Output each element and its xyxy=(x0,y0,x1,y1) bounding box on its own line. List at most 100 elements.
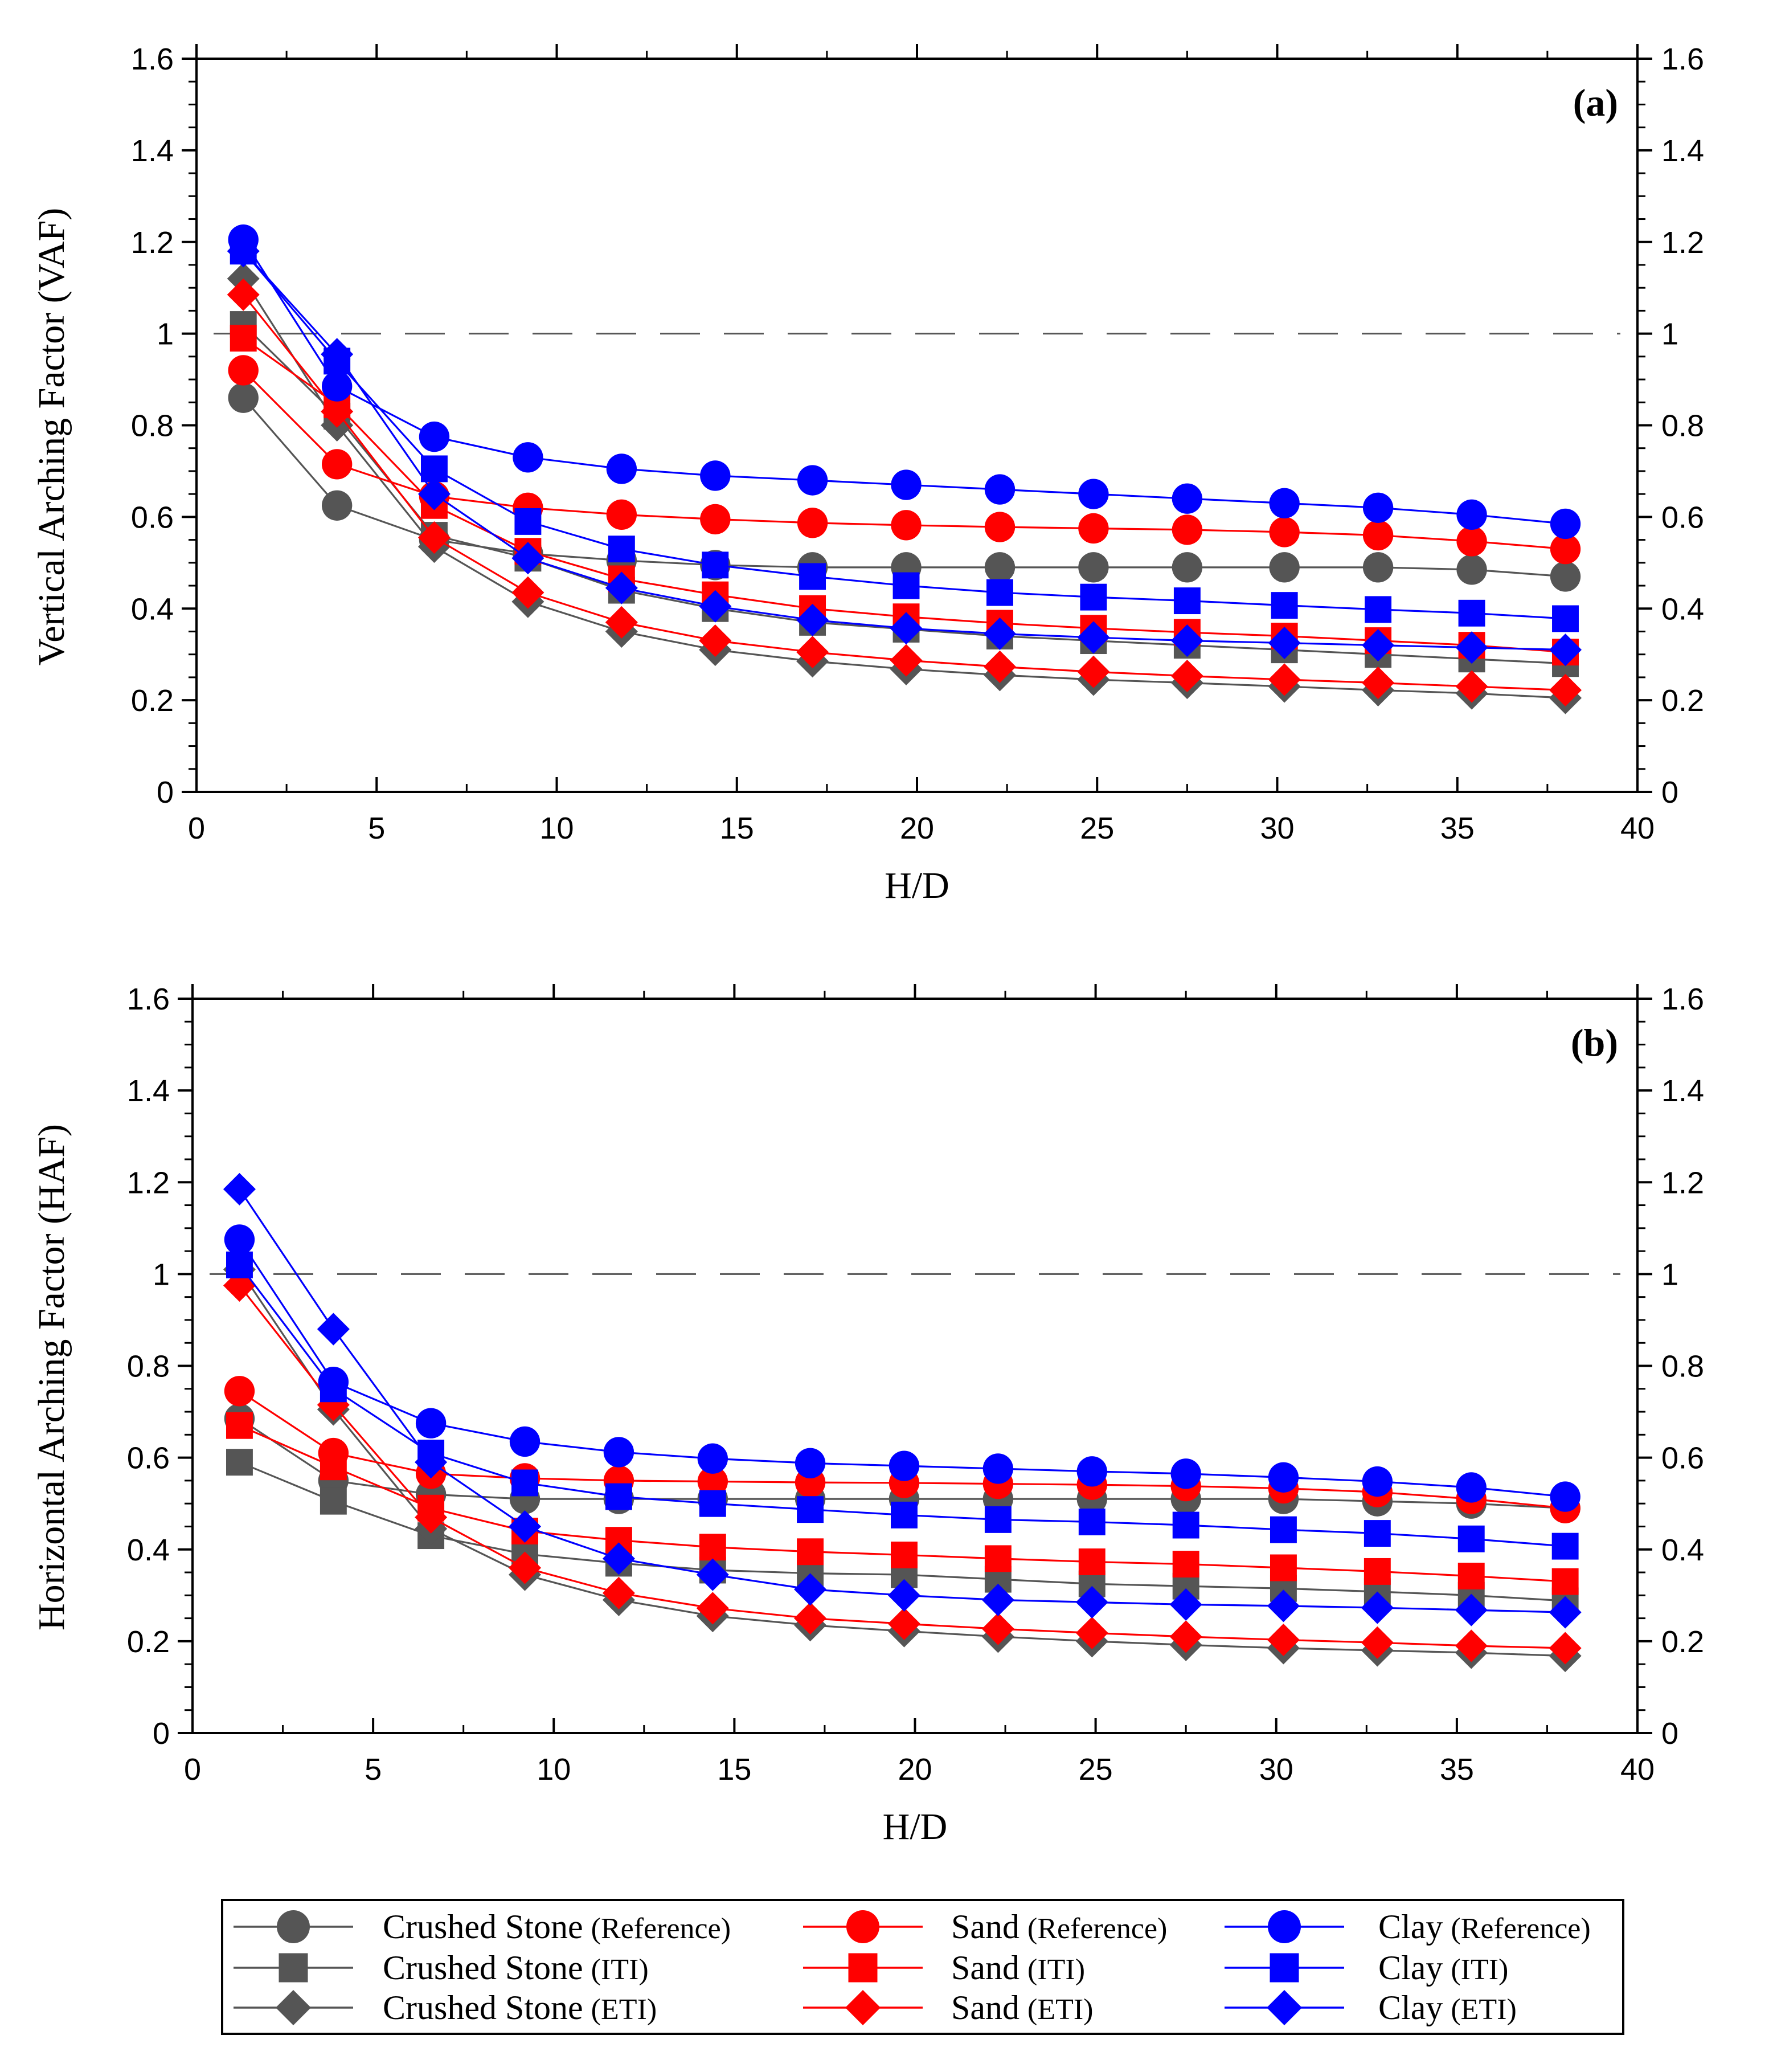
legend-marker-square xyxy=(1270,1953,1299,1983)
y-tick-label-left: 0.6 xyxy=(127,1441,170,1476)
data-point xyxy=(1172,514,1203,545)
data-point xyxy=(320,1487,347,1515)
y-axis-title: Horizontal Arching Factor (HAF) xyxy=(31,1124,72,1630)
x-tick-label: 0 xyxy=(184,1752,201,1787)
data-point xyxy=(1268,1462,1299,1493)
y-tick-label-left: 0.2 xyxy=(131,684,174,718)
data-point xyxy=(887,1607,920,1640)
data-point xyxy=(887,1579,920,1612)
data-point xyxy=(1549,1596,1582,1629)
data-point xyxy=(320,1453,347,1481)
data-point xyxy=(228,382,259,413)
y-axis-title: Vertical Arching Factor (VAF) xyxy=(31,208,72,665)
x-tick-label: 20 xyxy=(898,1752,932,1787)
data-point xyxy=(892,572,920,599)
data-point xyxy=(1362,629,1395,662)
data-point xyxy=(511,576,544,609)
legend-material: Clay xyxy=(1378,1989,1443,2026)
data-point xyxy=(1456,526,1487,557)
y-tick-label-left: 0.6 xyxy=(131,500,174,534)
data-point xyxy=(700,504,731,535)
y-tick-label-right: 1.4 xyxy=(1661,134,1704,168)
data-point xyxy=(511,542,544,575)
data-point xyxy=(1549,1632,1582,1665)
x-tick-label: 40 xyxy=(1620,811,1655,845)
data-point xyxy=(508,1551,542,1584)
y-tick-label-right: 0.4 xyxy=(1661,1533,1704,1567)
data-point xyxy=(1552,605,1579,632)
data-point xyxy=(796,603,829,636)
y-tick-label-left: 1.4 xyxy=(127,1074,170,1108)
data-point xyxy=(891,1501,918,1529)
panel-a-vertical-arching-chart: 0 5 10 15 20 25 30 35 400 00.2 0.20.4 0.40.6 0.60.8 0… xyxy=(31,42,1704,906)
x-tick-label: 5 xyxy=(365,1752,382,1787)
legend-material: Sand xyxy=(951,1949,1019,1987)
y-tick-label-left: 0 xyxy=(153,1717,170,1751)
data-point xyxy=(1270,1516,1297,1543)
y-tick-label-right: 1 xyxy=(1661,1257,1678,1292)
data-point xyxy=(224,1376,255,1407)
data-point xyxy=(1078,1548,1105,1575)
data-point xyxy=(1075,1616,1108,1649)
legend-marker-circle xyxy=(1268,1910,1301,1943)
data-point xyxy=(321,449,353,480)
data-point xyxy=(1456,499,1487,530)
data-point xyxy=(605,606,638,639)
x-tick-label: 15 xyxy=(720,811,754,845)
y-tick-label-left: 0 xyxy=(157,775,174,810)
x-tick-label: 30 xyxy=(1260,811,1294,845)
data-point xyxy=(983,650,1016,683)
y-tick-label-right: 1.6 xyxy=(1661,42,1704,76)
data-point xyxy=(605,571,638,604)
data-point xyxy=(1455,631,1488,664)
legend-marker-circle xyxy=(277,1910,310,1943)
data-point xyxy=(1267,1623,1300,1656)
x-tick-label: 40 xyxy=(1620,1752,1655,1787)
series-clay-eti xyxy=(227,235,1582,667)
x-tick-label: 15 xyxy=(717,1752,751,1787)
x-axis-title: H/D xyxy=(885,865,949,906)
data-point xyxy=(230,325,257,352)
y-tick-label-right: 0.2 xyxy=(1661,1625,1704,1659)
data-point xyxy=(1076,1456,1107,1487)
data-point xyxy=(797,1538,824,1566)
data-point xyxy=(1172,1511,1199,1539)
legend-case: (Reference) xyxy=(1027,1912,1167,1945)
legend-entry: Clay (Reference) xyxy=(1225,1908,1591,1946)
data-point xyxy=(984,512,1016,542)
data-point xyxy=(508,1510,542,1543)
data-point xyxy=(981,1583,1014,1616)
data-point xyxy=(1550,508,1581,540)
panel-b-horizontal-arching-chart: 0 5 10 15 20 25 30 35 400 00.2 0.20.4 0.40.6 0.60.8 0… xyxy=(31,982,1704,1848)
data-point xyxy=(1362,520,1394,551)
data-point xyxy=(606,453,637,484)
data-point xyxy=(890,612,923,645)
data-point xyxy=(224,1224,255,1255)
chart-legend: Crushed Stone (Reference)Crushed Stone (IT… xyxy=(221,1899,1624,2035)
y-tick-label-left: 1.6 xyxy=(131,42,174,76)
data-point xyxy=(1078,552,1109,583)
data-point xyxy=(891,1541,918,1568)
y-tick-label-right: 1.2 xyxy=(1661,226,1704,260)
y-tick-label-right: 1.4 xyxy=(1661,1074,1704,1108)
data-point xyxy=(1364,1520,1391,1547)
data-point xyxy=(699,624,732,657)
x-axis-title: H/D xyxy=(883,1806,948,1848)
data-point xyxy=(1170,1458,1201,1489)
data-point xyxy=(1269,517,1300,547)
y-tick-label-left: 1.2 xyxy=(131,226,174,260)
data-point xyxy=(1550,1481,1581,1512)
data-point xyxy=(1269,488,1300,518)
data-point xyxy=(702,551,729,579)
y-tick-label-left: 1 xyxy=(157,317,174,352)
data-point xyxy=(605,1483,632,1510)
data-point xyxy=(513,442,543,473)
data-point xyxy=(700,460,731,491)
legend-material: Sand xyxy=(951,1989,1019,2026)
data-point xyxy=(981,1612,1014,1645)
legend-label: Sand (Reference) xyxy=(951,1908,1167,1946)
x-tick-label: 5 xyxy=(368,811,385,845)
data-point xyxy=(797,465,828,496)
data-point xyxy=(1549,673,1582,706)
